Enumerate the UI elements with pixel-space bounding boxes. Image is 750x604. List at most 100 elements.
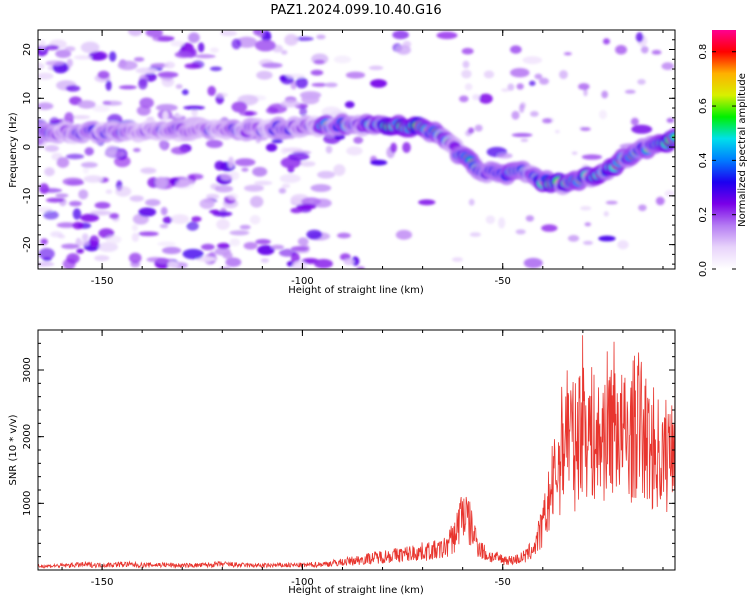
spectrogram-noise-cell: [94, 201, 111, 209]
spectrogram-noise-cell: [194, 54, 216, 59]
colorbar-tick-label: 0.0: [698, 261, 709, 277]
spectrogram-noise-cell: [89, 235, 100, 248]
spectrogram-noise-cell: [129, 195, 144, 202]
spectrogram-noise-cell: [510, 45, 522, 54]
spectrogram-noise-cell: [206, 193, 220, 200]
spectrogram-noise-cell: [61, 243, 79, 249]
spectrogram-noise-cell: [254, 39, 276, 52]
spectrogram-noise-cell: [661, 62, 674, 71]
spectrogram-noise-cell: [314, 258, 333, 269]
spectrogram-noise-cell: [615, 44, 627, 55]
spectrogram-noise-cell: [199, 198, 215, 209]
spectrogram-noise-cell: [77, 100, 96, 109]
spectrogram-noise-cell: [56, 222, 77, 228]
spectrogram-noise-cell: [38, 39, 46, 51]
spectrogram-noise-cell: [39, 183, 50, 195]
spectrogram-noise-cell: [268, 103, 288, 114]
spectrogram-noise-cell: [81, 233, 89, 242]
spectrogram-noise-cell: [603, 211, 609, 217]
spectrogram-noise-cell: [563, 52, 572, 56]
spectrogram-x-ticks: -150 -100 -50: [61, 30, 664, 287]
spectrogram-noise-cell: [128, 252, 142, 264]
spectrogram-noise-cell: [265, 143, 278, 152]
spectrogram-noise-cell: [187, 173, 204, 180]
spectrogram-noise-cell: [92, 104, 110, 113]
spectrogram-noise-cell: [109, 213, 120, 220]
spectrogram-noise-cell: [186, 221, 199, 231]
spectrogram-noise-cell: [299, 161, 316, 167]
spectrogram-frame: [37, 29, 676, 270]
spectrogram-noise-cell: [395, 229, 413, 240]
spectrogram-noise-cell: [231, 38, 242, 50]
colorbar-bar: [712, 30, 736, 269]
spectrogram-noise-cell: [44, 44, 60, 51]
colorbar-tick-label: 0.4: [698, 152, 709, 168]
spectrogram-noise-cell: [66, 58, 73, 68]
spectrogram-noise-cell: [472, 94, 481, 101]
spectrogram-noise-cell: [278, 248, 297, 257]
spectrogram-noise-cell: [469, 232, 481, 237]
spectrogram-noise-cell: [261, 62, 283, 69]
spectrogram-noise-cell: [256, 70, 273, 80]
spectrogram-noise-cell: [38, 248, 55, 260]
spectrogram-noise-cell: [138, 231, 159, 237]
spectrogram-noise-cell: [140, 167, 157, 174]
spectrogram-noise-cell: [44, 144, 60, 152]
spectrogram-noise-cell: [56, 157, 70, 168]
spectrogram-noise-cell: [191, 108, 198, 117]
spectrogram-noise-cell: [197, 42, 205, 53]
spectrogram-noise-cell: [133, 57, 145, 62]
spectrogram-noise-cell: [402, 142, 411, 154]
spectrogram-noise-cell: [287, 152, 310, 161]
spectrogram-noise-cell: [655, 196, 665, 206]
spectrogram-y-tick-label: 10: [22, 92, 33, 105]
spectrogram-noise-cell: [285, 73, 306, 79]
spectrogram-noise-cell: [306, 229, 323, 240]
spectrogram-noise-cell: [295, 77, 308, 89]
spectrogram-noise-cell: [170, 146, 189, 155]
spectrogram-noise-cell: [478, 93, 493, 104]
spectrogram-noise-cell: [160, 206, 168, 216]
spectrogram-noise-cell: [249, 215, 261, 225]
spectrogram-noise-cell: [317, 170, 336, 179]
spectrogram-noise-cell: [459, 95, 469, 103]
spectrogram-noise-cell: [299, 106, 308, 117]
spectrogram-noise-cell: [464, 83, 473, 91]
spectrogram-noise-cell: [257, 245, 275, 256]
spectrogram-noise-cell: [138, 207, 157, 217]
spectrogram-noise-cell: [55, 193, 69, 198]
spectrogram-noise-cell: [38, 72, 54, 80]
spectrogram-noise-cell: [84, 147, 94, 156]
spectrogram-y-axis-label: Frequency (Hz): [8, 112, 19, 188]
spectrogram-noise-cell: [368, 65, 384, 71]
spectrogram-noise-cell: [65, 85, 81, 92]
spectrogram-noise-cell: [105, 80, 112, 91]
snr-x-ticks: -150 -100 -50: [61, 330, 664, 588]
spectrogram-noise-cell: [255, 239, 271, 245]
spectrogram-noise-cell: [117, 60, 138, 71]
spectrogram-noise-cell: [70, 115, 91, 120]
spectrogram-noise-cell: [145, 198, 161, 207]
spectrogram-noise-cell: [216, 218, 230, 230]
spectrogram-noise-cell: [239, 224, 251, 230]
spectrogram-noise-cell: [278, 187, 287, 194]
spectrogram-noise-cell: [162, 216, 173, 224]
spectrogram-noise-cell: [38, 102, 54, 110]
spectrogram-noise-cell: [73, 55, 93, 60]
spectrogram-noise-cell: [82, 166, 89, 174]
colorbar-tick-label: 0.2: [698, 207, 709, 223]
spectrogram-noise-cell: [337, 232, 351, 239]
spectrogram-noise-cell: [333, 55, 352, 64]
spectrogram-noise-cell: [196, 256, 217, 262]
colorbar-tick-label: 0.8: [698, 44, 709, 60]
spectrogram-noise-cell: [252, 166, 268, 177]
spectrogram-noise-cell: [170, 40, 185, 47]
spectrogram-noise-cell: [507, 83, 515, 91]
spectrogram-noise-cell: [290, 246, 309, 252]
spectrogram-noise-cell: [542, 118, 553, 124]
spectrogram-noise-cell: [584, 222, 592, 227]
spectrogram-noise-cell: [55, 49, 72, 59]
spectrogram-noise-cell: [229, 230, 250, 236]
snr-frame: [37, 329, 676, 571]
spectrogram-noise-cell: [150, 63, 169, 68]
